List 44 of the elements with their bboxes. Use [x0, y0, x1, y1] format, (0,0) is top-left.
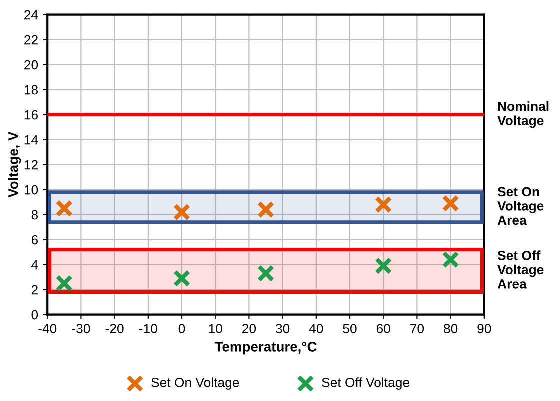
point: [442, 251, 460, 268]
x-tick-label: 80: [444, 324, 458, 334]
y-tick-label: 8: [32, 210, 38, 220]
x-tick-label: -30: [72, 324, 90, 334]
x-tick-label: 0: [178, 324, 186, 334]
point: [374, 257, 392, 275]
x-tick-label: -10: [139, 324, 158, 334]
point: [173, 204, 191, 221]
x-tick-label: 10: [209, 324, 222, 334]
x-tick-label: -40: [38, 324, 57, 334]
x-tick-label: 70: [410, 324, 424, 334]
point: [56, 274, 74, 292]
y-tick-label: 24: [24, 10, 38, 20]
y-tick-label: 20: [24, 60, 38, 70]
point: [173, 270, 191, 288]
band-label: Set Off Voltage Area: [498, 250, 544, 289]
y-tick-label: 10: [24, 185, 38, 195]
x-tick-label: 90: [478, 324, 492, 334]
point: [56, 200, 74, 218]
x-axis-title: Temperature,°C: [214, 342, 317, 355]
y-axis-title: Voltage, V: [8, 132, 22, 198]
x-tick-label: 60: [376, 324, 390, 334]
y-tick-label: 6: [32, 235, 38, 245]
x-tick-label: 40: [309, 324, 324, 334]
x-tick-label: -20: [106, 324, 124, 334]
x-tick-label: 50: [343, 324, 357, 334]
y-tick-label: 0: [32, 310, 38, 320]
point: [257, 201, 275, 218]
point: [257, 264, 275, 282]
y-tick-label: 4: [32, 260, 38, 270]
y-tick-label: 12: [24, 160, 38, 170]
legend-label: Set Off Voltage: [322, 378, 410, 390]
x-tick-label: 30: [276, 324, 290, 334]
y-tick-label: 2: [32, 285, 38, 295]
y-tick-label: 18: [24, 85, 38, 95]
y-tick-label: 22: [24, 35, 38, 45]
ref-line-label: Nominal Voltage: [498, 102, 549, 128]
y-tick-label: 16: [24, 110, 38, 120]
y-tick-label: 14: [24, 136, 38, 145]
point: [374, 196, 392, 214]
legend-label: Set On Voltage: [152, 378, 240, 390]
point: [442, 194, 460, 212]
x-tick-label: 20: [242, 324, 256, 334]
band-label: Set On Voltage Area: [498, 187, 544, 226]
